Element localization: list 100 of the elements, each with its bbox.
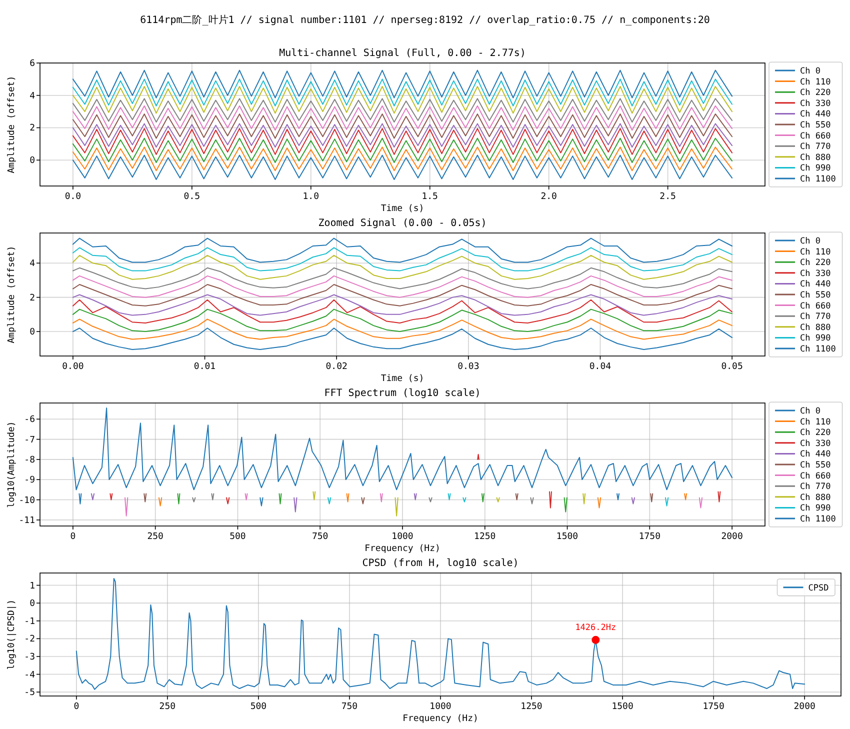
y-axis-title: log10(|CPSD|) (7, 599, 17, 670)
y-tick-label: -3 (24, 652, 35, 662)
legend-label: Ch 110 (800, 77, 831, 88)
legend-label: Ch 330 (800, 268, 831, 279)
legend-label: Ch 220 (800, 258, 831, 268)
x-tick-label: 1250 (520, 702, 542, 712)
legend-label: Ch 880 (800, 152, 831, 163)
y-tick-label: 2 (30, 124, 35, 134)
x-tick-label: 1.0 (302, 192, 320, 202)
line-series (72, 86, 733, 114)
legend-label: Ch 1100 (800, 344, 836, 354)
legend-label: Ch 550 (800, 460, 831, 470)
x-tick-label: 2000 (794, 702, 816, 712)
x-axis-title: Frequency (Hz) (402, 714, 478, 724)
x-tick-label: 2.0 (540, 192, 557, 202)
chart-title: CPSD (from H, log10 scale) (362, 558, 519, 569)
y-tick-label: -6 (24, 415, 35, 426)
y-tick-label: 0 (30, 328, 35, 338)
y-tick-label: 1 (30, 581, 35, 592)
line-series (72, 247, 733, 272)
legend-label: Ch 880 (800, 492, 831, 503)
x-tick-label: 0 (70, 532, 76, 542)
x-tick-label: 0 (74, 702, 80, 712)
legend-label: Ch 1100 (800, 174, 836, 184)
x-tick-label: 250 (147, 532, 164, 542)
legend-label: Ch 550 (800, 120, 831, 130)
y-tick-label: 0 (30, 156, 35, 166)
line-series (72, 123, 733, 148)
line-series (72, 299, 733, 324)
y-tick-label: 2 (30, 293, 35, 304)
x-tick-label: 0.03 (458, 362, 480, 372)
legend-label: Ch 660 (800, 131, 831, 142)
line-series (72, 128, 733, 155)
legend-label: Ch 770 (800, 482, 831, 492)
legend-label: Ch 440 (800, 280, 831, 290)
legend-label: Ch 330 (800, 438, 831, 449)
legend-label: Ch 660 (800, 471, 831, 482)
legend-label: Ch 660 (800, 301, 831, 312)
text: 6114rpm二阶_叶片1 // signal number:1101 // nperseg:8192 // overlap_ratio:0.75 // n_components:20 (140, 14, 710, 26)
x-tick-label: 1500 (556, 532, 578, 542)
x-tick-label: 0.00 (62, 362, 84, 372)
chart-title: Zoomed Signal (0.00 - 0.05s) (318, 218, 487, 229)
line-series (72, 146, 733, 172)
y-axis-title: Amplitude (offset) (7, 76, 17, 174)
legend-label: Ch 550 (800, 290, 831, 300)
legend-label: CPSD (808, 583, 829, 594)
x-tick-label: 750 (312, 532, 328, 542)
x-axis-title: Time (s) (380, 374, 424, 384)
y-tick-label: -9 (24, 476, 35, 486)
line-series (72, 154, 733, 180)
y-tick-label: -4 (24, 670, 35, 680)
legend-label: Ch 880 (800, 322, 831, 333)
line-series (72, 70, 733, 98)
y-tick-label: -1 (24, 616, 35, 627)
line-series (72, 284, 733, 306)
y-tick-label: 4 (30, 259, 35, 270)
legend-label: Ch 0 (800, 66, 820, 76)
x-tick-label: 0.01 (194, 362, 216, 372)
line-series (72, 238, 733, 263)
legend-label: Ch 330 (800, 98, 831, 109)
legend-label: Ch 990 (800, 334, 831, 344)
legend-label: Ch 220 (800, 88, 831, 98)
legend-label: Ch 770 (800, 312, 831, 322)
x-tick-label: 0.0 (64, 192, 82, 202)
annotation: 1426.2Hz (575, 622, 616, 633)
legend-label: Ch 0 (800, 236, 820, 246)
line-series (72, 318, 733, 340)
x-tick-label: 1.5 (422, 192, 438, 202)
line-series (72, 408, 733, 490)
legend-label: Ch 770 (800, 142, 831, 152)
y-tick-label: -11 (18, 516, 35, 526)
legend-label: Ch 220 (800, 428, 831, 438)
x-axis-title: Time (s) (380, 204, 424, 214)
y-tick-label: -10 (18, 496, 35, 506)
x-tick-label: 1000 (430, 702, 452, 712)
line-series (72, 254, 733, 280)
line-series (76, 578, 806, 690)
x-tick-label: 1750 (702, 702, 724, 712)
x-tick-label: 250 (159, 702, 176, 712)
x-tick-label: 2000 (721, 532, 743, 542)
legend-label: Ch 110 (800, 417, 831, 428)
legend-label: Ch 440 (800, 110, 831, 120)
y-axis-title: Amplitude (offset) (7, 246, 17, 344)
line-series (72, 105, 733, 131)
x-axis-title: Frequency (Hz) (364, 544, 440, 554)
x-tick-label: 500 (250, 702, 267, 712)
y-axis-title: log10(Amplitude) (7, 421, 17, 508)
legend-label: Ch 110 (800, 247, 831, 258)
line-series (72, 328, 733, 350)
x-tick-label: 0.02 (326, 362, 348, 372)
chart-title: FFT Spectrum (log10 scale) (324, 388, 481, 399)
legend-label: Ch 1100 (800, 514, 836, 524)
x-tick-label: 1750 (638, 532, 661, 542)
x-tick-label: 2.5 (660, 192, 676, 202)
y-tick-label: 4 (30, 91, 35, 102)
line-series (72, 138, 733, 164)
x-tick-label: 1000 (392, 532, 414, 542)
x-tick-label: 0.04 (589, 362, 612, 372)
chart-title: Multi-channel Signal (Full, 0.00 - 2.77s) (279, 48, 526, 59)
y-tick-label: -2 (24, 634, 35, 645)
